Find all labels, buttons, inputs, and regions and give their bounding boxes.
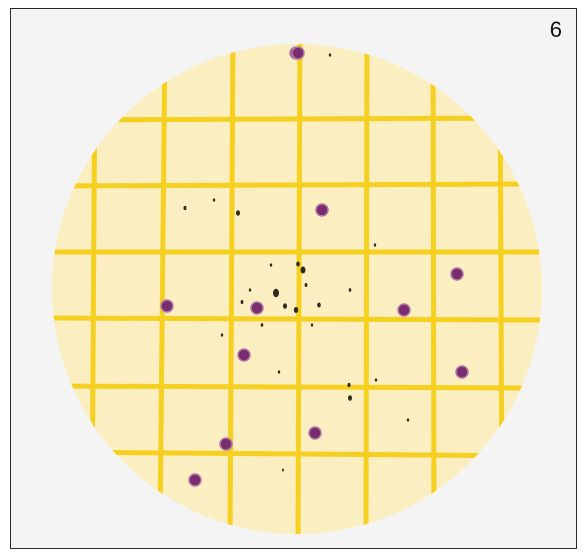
debris-speck xyxy=(310,323,314,327)
debris-speck xyxy=(248,288,252,292)
grid-line xyxy=(52,449,542,459)
panel-number: 6 xyxy=(549,17,562,42)
debris-speck xyxy=(212,198,216,202)
grid-line xyxy=(52,383,542,391)
grid-line xyxy=(497,59,505,521)
debris-speck xyxy=(282,468,284,472)
grid-line xyxy=(52,181,542,189)
debris-specks xyxy=(183,53,410,472)
debris-speck xyxy=(236,210,240,216)
colony xyxy=(397,303,411,317)
colony xyxy=(219,437,233,451)
grid-line xyxy=(363,44,370,534)
colony xyxy=(308,426,322,440)
debris-speck xyxy=(328,53,332,57)
colony xyxy=(315,203,329,217)
debris-speck xyxy=(300,266,306,274)
colony xyxy=(188,473,202,487)
colony xyxy=(455,365,469,379)
grid-line xyxy=(52,315,542,323)
debris-speck xyxy=(373,243,377,247)
debris-speck xyxy=(220,333,224,337)
debris-speck xyxy=(374,378,378,382)
debris-speck xyxy=(183,205,187,211)
colony xyxy=(237,348,251,362)
debris-speck xyxy=(348,288,352,292)
grid-line xyxy=(227,44,236,534)
debris-speck xyxy=(269,263,273,267)
debris-speck xyxy=(273,288,279,298)
grid-line xyxy=(430,44,437,531)
debris-speck xyxy=(347,382,351,388)
debris-speck xyxy=(348,395,352,401)
colonies xyxy=(160,46,469,487)
colony xyxy=(250,301,264,315)
debris-speck xyxy=(293,306,299,314)
grid-line xyxy=(295,44,303,534)
colony xyxy=(291,46,305,60)
colony xyxy=(450,267,464,281)
grid-line xyxy=(52,115,542,123)
debris-speck xyxy=(277,370,281,374)
debris-speck xyxy=(260,323,264,327)
debris-speck xyxy=(317,302,321,308)
debris-speck xyxy=(296,261,300,267)
debris-speck xyxy=(283,303,287,309)
colony xyxy=(160,299,174,313)
debris-speck xyxy=(240,300,244,304)
debris-speck xyxy=(304,283,308,287)
grid-line xyxy=(89,59,98,521)
debris-speck xyxy=(406,418,410,422)
